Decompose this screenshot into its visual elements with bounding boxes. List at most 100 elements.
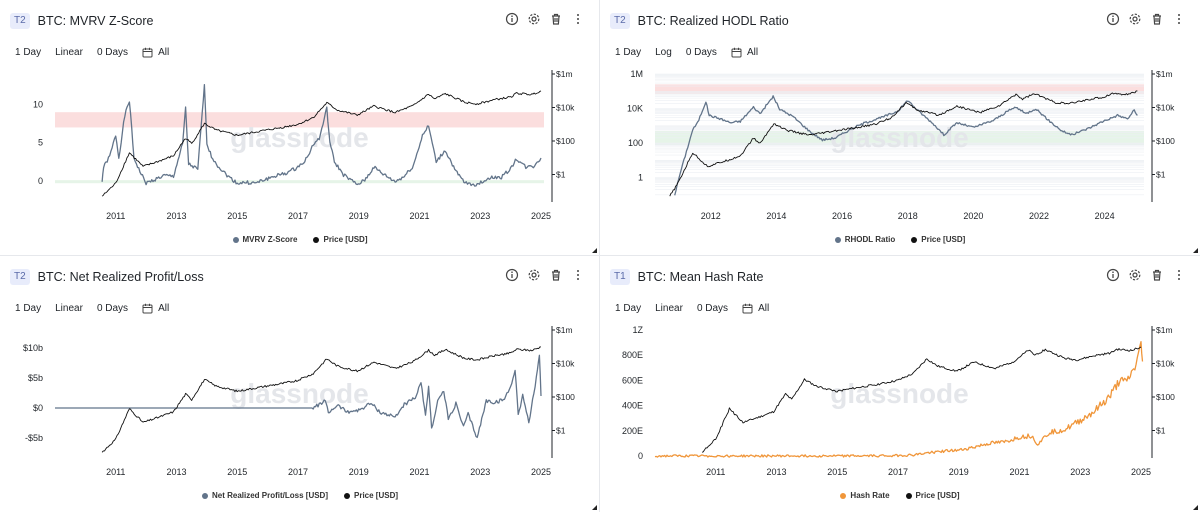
x-tick-label: 2025	[531, 211, 551, 221]
x-tick-label: 2019	[349, 467, 369, 477]
chart-area[interactable]: $10b $5b $0 -$5b $1m $10k $100 $1 2011 2013 2015 20…	[0, 256, 600, 512]
resize-handle[interactable]	[1193, 248, 1198, 253]
resolution-selector[interactable]: 1 Day	[15, 47, 42, 58]
right-tick-label: $1m	[1156, 69, 1173, 79]
resize-handle[interactable]	[592, 505, 597, 510]
panel-actions	[1106, 12, 1186, 26]
right-tick-label: $1	[1156, 425, 1166, 435]
more-icon[interactable]	[1172, 268, 1186, 282]
panel-title: BTC: Realized HODL Ratio	[637, 14, 789, 28]
tier-badge: T2	[10, 13, 30, 29]
date-range-selector[interactable]: All	[737, 300, 774, 317]
info-icon[interactable]	[505, 268, 519, 282]
trash-icon[interactable]	[1150, 12, 1164, 26]
resolution-selector[interactable]: 1 Day	[615, 47, 642, 58]
date-range-selector[interactable]: All	[137, 44, 174, 61]
legend-item[interactable]: Price [USD]	[905, 491, 960, 500]
x-tick-label: 2019	[949, 467, 969, 477]
more-icon[interactable]	[571, 12, 585, 26]
legend-item[interactable]: Price [USD]	[911, 235, 965, 244]
series-line-price-usd-	[101, 346, 541, 453]
right-tick-label: $10k	[1156, 358, 1175, 368]
scale-selector[interactable]: Linear	[55, 303, 83, 314]
date-range-selector[interactable]: All	[137, 300, 174, 317]
moving-average-selector[interactable]: 0 Days	[685, 47, 717, 58]
x-tick-label: 2015	[227, 467, 247, 477]
chart-area[interactable]: 1Z 800E 600E 400E 200E 0 $1m $10k $100 $1 2011 2013…	[600, 256, 1200, 512]
legend-item[interactable]: Net Realized Profit/Loss [USD]	[201, 491, 328, 500]
panel-mean-hash-rate: T1 BTC: Mean Hash Rate 1 Day Linear 0 Days Al…	[600, 256, 1200, 512]
right-tick-label: $100	[556, 392, 575, 402]
more-icon[interactable]	[571, 268, 585, 282]
legend-swatch	[201, 492, 208, 499]
calendar-icon	[142, 303, 153, 314]
x-tick-label: 2017	[288, 467, 308, 477]
y-tick-label: 400E	[622, 401, 643, 411]
gear-icon[interactable]	[527, 268, 541, 282]
legend-swatch	[911, 236, 918, 243]
moving-average-selector[interactable]: 0 Days	[96, 47, 129, 58]
x-tick-label: 2017	[888, 467, 908, 477]
x-tick-label: 2018	[898, 211, 918, 221]
chart-controls: 1 Day Linear 0 Days All	[610, 300, 774, 317]
moving-average-selector[interactable]: 0 Days	[696, 303, 729, 314]
band-green	[55, 180, 544, 184]
band-red	[655, 84, 1144, 94]
panel-header: T2 BTC: MVRV Z-Score	[10, 12, 153, 30]
legend-label: Price [USD]	[921, 235, 966, 244]
legend: MVRV Z-Score Price [USD]	[0, 235, 600, 244]
legend-swatch	[344, 492, 350, 499]
trash-icon[interactable]	[549, 12, 563, 26]
x-tick-label: 2015	[227, 211, 247, 221]
info-icon[interactable]	[505, 12, 519, 26]
scale-selector[interactable]: Linear	[655, 303, 683, 314]
legend-item[interactable]: Price [USD]	[344, 491, 398, 500]
scale-selector[interactable]: Log	[655, 47, 672, 58]
resolution-selector[interactable]: 1 Day	[15, 303, 42, 314]
legend-item[interactable]: RHODL Ratio	[834, 235, 895, 244]
legend-item[interactable]: Hash Rate	[840, 491, 890, 500]
info-icon[interactable]	[1106, 268, 1120, 282]
x-tick-label: 2013	[766, 467, 786, 477]
legend-item[interactable]: MVRV Z-Score	[232, 235, 297, 244]
moving-average-selector[interactable]: 0 Days	[96, 303, 129, 314]
calendar-icon	[142, 47, 153, 58]
gear-icon[interactable]	[527, 12, 541, 26]
y-tick-label: 10	[33, 100, 43, 110]
chart-area[interactable]: 10 5 0 $1m $10k $100 $1 2011 2013 2015 2017 2019 202…	[0, 0, 600, 256]
resize-handle[interactable]	[1193, 505, 1198, 510]
right-tick-label: $1	[1156, 169, 1166, 179]
gear-icon[interactable]	[1128, 268, 1142, 282]
x-tick-label: 2013	[166, 467, 186, 477]
panel-header: T1 BTC: Mean Hash Rate	[610, 268, 763, 286]
resize-handle[interactable]	[592, 248, 597, 253]
chart-area[interactable]: 1M 10K 100 1 $1m $10k $100 $1 2012 2014 2016 2018 20…	[600, 0, 1200, 256]
x-tick-label: 2022	[1029, 211, 1049, 221]
legend-item[interactable]: Price [USD]	[313, 235, 368, 244]
trash-icon[interactable]	[1150, 268, 1164, 282]
x-tick-label: 2023	[470, 467, 490, 477]
info-icon[interactable]	[1106, 12, 1120, 26]
date-range-selector[interactable]: All	[726, 44, 763, 61]
more-icon[interactable]	[1172, 12, 1186, 26]
gear-icon[interactable]	[1128, 12, 1142, 26]
date-range-label: All	[746, 47, 759, 58]
trash-icon[interactable]	[549, 268, 563, 282]
series-line-price-usd-	[669, 90, 1138, 197]
watermark: glassnode	[830, 122, 968, 153]
resolution-selector[interactable]: 1 Day	[615, 303, 642, 314]
y-tick-label: $5b	[28, 373, 43, 383]
x-tick-label: 2021	[409, 211, 429, 221]
legend-label: Hash Rate	[850, 491, 890, 500]
right-tick-label: $100	[556, 136, 575, 146]
calendar-icon	[731, 47, 742, 58]
panel-actions	[505, 268, 585, 282]
panel-title: BTC: Net Realized Profit/Loss	[37, 270, 204, 284]
chart-controls: 1 Day Linear 0 Days All	[10, 300, 174, 317]
y-tick-label: 0	[638, 451, 643, 461]
legend: Hash Rate Price [USD]	[600, 491, 1200, 500]
y-tick-label: 200E	[622, 426, 643, 436]
legend: Net Realized Profit/Loss [USD] Price [USD…	[0, 491, 600, 500]
panel-actions	[1106, 268, 1186, 282]
scale-selector[interactable]: Linear	[55, 47, 83, 58]
